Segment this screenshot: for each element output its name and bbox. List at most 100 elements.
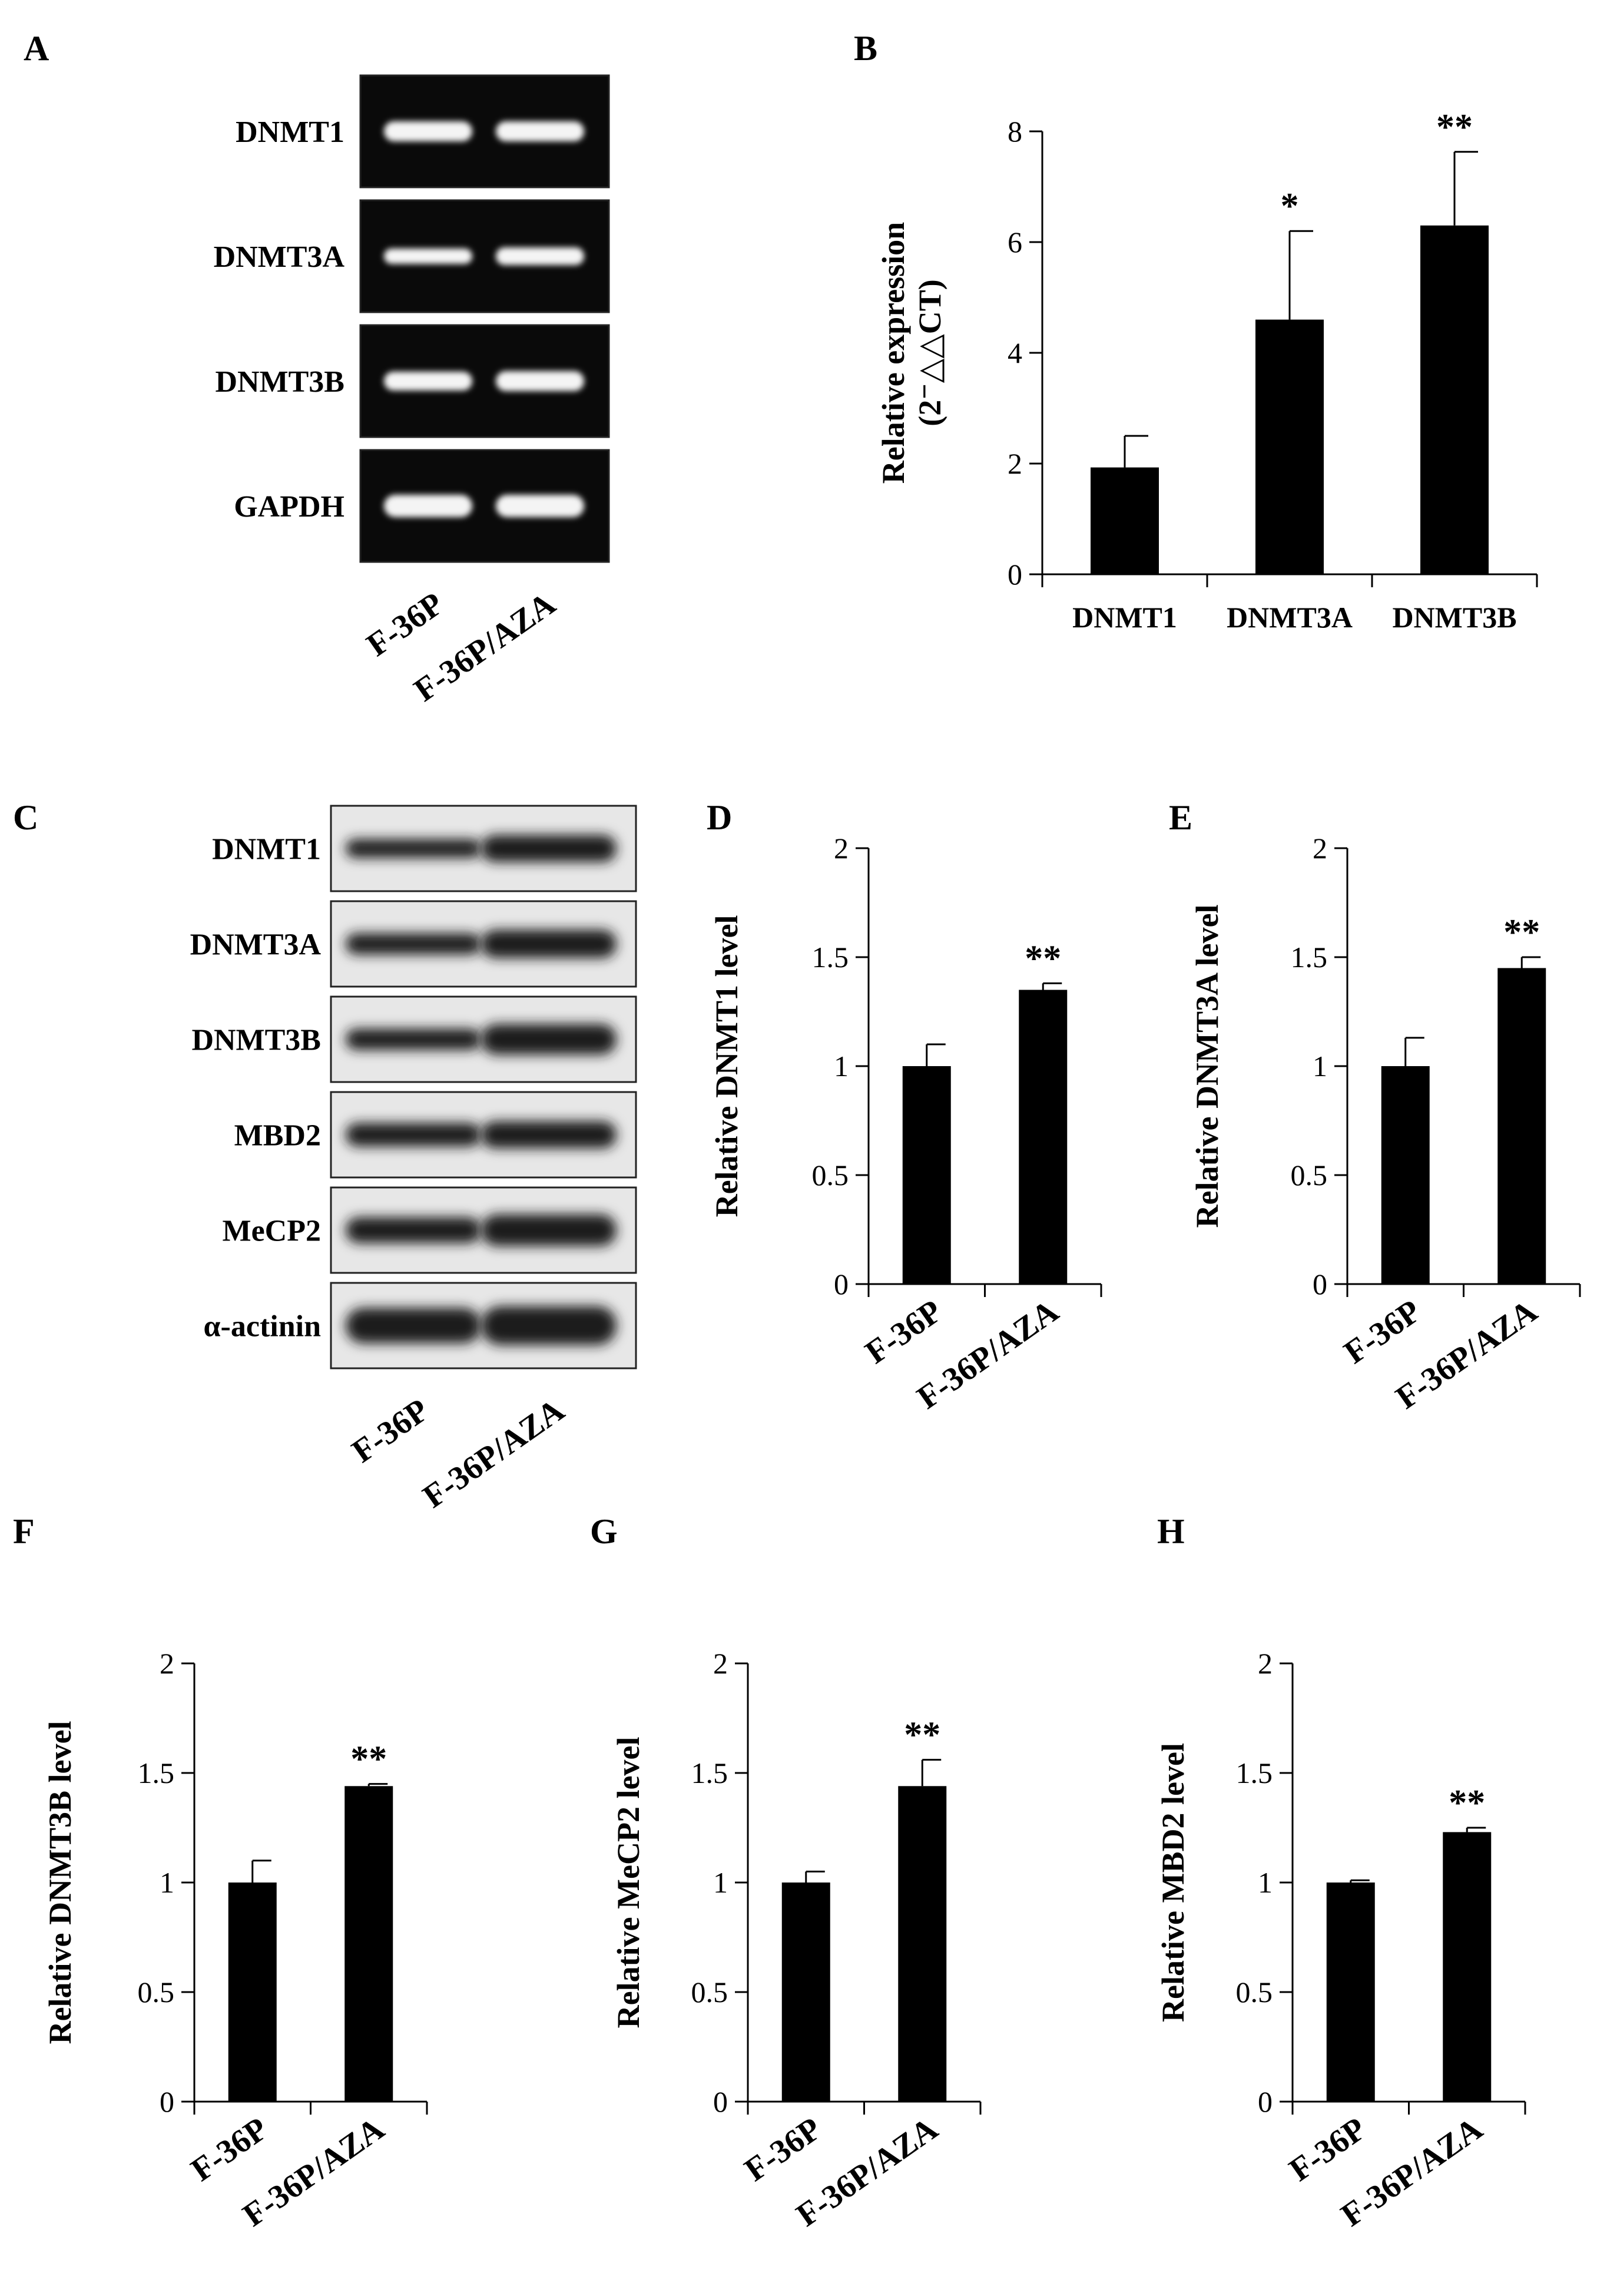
bar: [1019, 990, 1068, 1284]
panel-letter: A: [24, 29, 49, 68]
band: [384, 249, 472, 264]
y-tick-label: 0.5: [691, 1976, 728, 2009]
bar: [228, 1883, 277, 2102]
x-category-label: DNMT3B: [1392, 601, 1516, 634]
y-tick-label: 1: [713, 1866, 728, 1899]
lane-label: F-36P/AZA: [416, 1392, 571, 1516]
bar: [781, 1883, 830, 2102]
row-label: DNMT3B: [191, 1024, 321, 1057]
row-label: α-actinin: [204, 1310, 322, 1344]
y-tick-label: 1: [1313, 1050, 1327, 1083]
y-axis-title-formula: (2⁻△△CT): [912, 279, 947, 426]
x-category-label: F-36P: [184, 2110, 274, 2189]
bar: [902, 1066, 951, 1284]
y-tick-label: 0: [160, 2085, 174, 2118]
panel-letter: C: [13, 798, 38, 837]
panel-letter: H: [1157, 1512, 1185, 1551]
band: [384, 121, 472, 141]
y-axis-title: Relative MBD2 level: [1155, 1743, 1191, 2022]
y-tick-label: 4: [1008, 336, 1022, 369]
y-tick-label: 0.5: [138, 1976, 175, 2009]
y-tick-label: 0: [1008, 558, 1022, 591]
bar: [1326, 1883, 1375, 2102]
y-tick-label: 0: [834, 1268, 849, 1301]
y-axis-title: Relative DNMT3B level: [42, 1721, 78, 2044]
y-axis-title: Relative DNMT3A level: [1189, 905, 1225, 1228]
x-category-label: DNMT3A: [1227, 601, 1353, 634]
x-category-label: F-36P: [1337, 1293, 1427, 1371]
significance-mark: **: [1436, 107, 1473, 147]
y-tick-label: 1.5: [812, 941, 849, 974]
y-tick-label: 6: [1008, 226, 1022, 259]
y-tick-label: 1: [834, 1050, 849, 1083]
panel-letter: B: [854, 29, 877, 68]
x-category-label: F-36P: [738, 2110, 828, 2189]
significance-mark: **: [350, 1739, 387, 1779]
y-tick-label: 1.5: [138, 1756, 175, 1789]
band: [384, 372, 472, 391]
panel-letter: F: [13, 1512, 35, 1551]
y-tick-label: 1: [160, 1866, 174, 1899]
bar: [344, 1786, 393, 2102]
y-tick-label: 0: [1313, 1268, 1327, 1301]
band: [496, 121, 584, 141]
y-axis-title: Relative expression: [876, 222, 911, 484]
y-tick-label: 0.5: [1236, 1976, 1273, 2009]
significance-mark: **: [904, 1715, 940, 1755]
row-label: GAPDH: [234, 490, 344, 524]
band: [481, 1024, 617, 1055]
x-category-label: F-36P: [859, 1293, 949, 1371]
y-tick-label: 1: [1258, 1866, 1273, 1899]
row-label: MeCP2: [223, 1215, 321, 1248]
band: [481, 1121, 617, 1149]
y-tick-label: 2: [713, 1647, 728, 1680]
significance-mark: *: [1281, 186, 1299, 226]
y-tick-label: 0.5: [1291, 1159, 1328, 1192]
significance-mark: **: [1449, 1783, 1485, 1823]
band: [346, 933, 481, 955]
y-tick-label: 0.5: [812, 1159, 849, 1192]
y-tick-label: 0: [1258, 2085, 1273, 2118]
y-tick-label: 2: [834, 832, 849, 865]
y-tick-label: 2: [1008, 447, 1022, 480]
y-tick-label: 2: [1313, 832, 1327, 865]
bar: [1420, 225, 1489, 574]
row-label: DNMT1: [236, 115, 344, 149]
band: [481, 1306, 617, 1345]
row-label: MBD2: [234, 1119, 321, 1153]
band: [496, 495, 584, 517]
y-tick-label: 2: [1258, 1647, 1273, 1680]
lane-label: F-36P: [360, 585, 450, 664]
bar: [1091, 467, 1159, 574]
band: [496, 247, 584, 265]
row-label: DNMT3A: [214, 240, 345, 274]
y-axis-title: Relative DNMT1 level: [709, 915, 744, 1218]
significance-mark: **: [1025, 938, 1061, 978]
band: [496, 371, 584, 391]
y-tick-label: 1.5: [1291, 941, 1328, 974]
band: [481, 1214, 617, 1246]
y-tick-label: 0: [713, 2085, 728, 2118]
band: [346, 1217, 481, 1243]
bar: [1255, 319, 1324, 574]
panel-letter: E: [1169, 798, 1192, 837]
y-tick-label: 2: [160, 1647, 174, 1680]
row-label: DNMT1: [212, 833, 321, 866]
panel-letter: G: [590, 1512, 618, 1551]
significance-mark: **: [1503, 912, 1540, 952]
y-tick-label: 1.5: [1236, 1756, 1273, 1789]
bar: [1381, 1066, 1430, 1284]
band: [346, 1028, 481, 1050]
x-category-label: F-36P: [1283, 2110, 1373, 2189]
row-label: DNMT3A: [190, 928, 322, 962]
panel-letter: D: [707, 798, 732, 837]
bar: [898, 1786, 947, 2102]
band: [346, 1308, 481, 1344]
